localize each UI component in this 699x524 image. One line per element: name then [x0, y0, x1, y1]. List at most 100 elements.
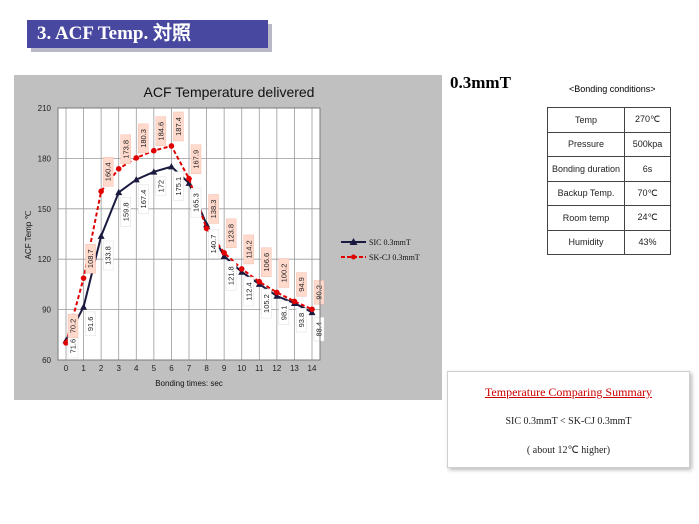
y-tick-label: 60	[42, 356, 51, 365]
summary-box: Temperature Comparing Summary SIC 0.3mmT…	[447, 371, 690, 468]
data-label-box-skcj	[120, 134, 131, 165]
data-point-skcj	[256, 278, 263, 285]
legend-marker-skcj	[351, 254, 356, 260]
data-label-sic: 167.4	[139, 190, 148, 209]
data-label-skcj: 167.9	[192, 150, 201, 169]
data-label-box-skcj	[208, 194, 219, 224]
condition-key: Backup Temp.	[547, 180, 625, 206]
x-tick-label: 3	[116, 364, 121, 373]
data-label-box-skcj	[67, 313, 79, 339]
data-point-sic	[167, 163, 175, 170]
data-point-skcj	[63, 340, 69, 346]
data-label-sic: 121.8	[227, 266, 236, 285]
data-label-skcj: 184.6	[156, 122, 165, 141]
x-axis-label: Bonding times: sec	[155, 379, 223, 388]
x-tick-label: 9	[222, 364, 227, 373]
legend-label-skcj: SK-CJ 0.3mmT	[369, 253, 420, 262]
data-label-skcj: 70.2	[69, 319, 78, 334]
data-label-sic: 91.6	[86, 317, 95, 332]
data-label-box-sic	[138, 184, 149, 214]
data-point-sic	[115, 188, 123, 196]
data-label-skcj: 114.2	[244, 240, 253, 258]
thickness-label: 0.3mmT	[450, 73, 511, 92]
summary-title: Temperature Comparing Summary	[484, 385, 653, 399]
summary-note: ( about 12℃ higher)	[526, 445, 611, 456]
chart-legend: SIC 0.3mmT SK-CJ 0.3mmT	[341, 238, 420, 262]
data-label-box-sic	[243, 276, 254, 307]
data-label-box-sic	[85, 311, 96, 336]
data-label-skcj: 160.4	[104, 162, 113, 181]
x-tick-label: 13	[290, 364, 299, 373]
table-row: Backup Temp. 70℃	[547, 180, 671, 206]
data-label-skcj: 108.7	[86, 249, 95, 268]
data-label-box-sic	[296, 308, 307, 333]
y-tick-label: 180	[38, 154, 52, 163]
legend-label-sic: SIC 0.3mmT	[369, 238, 411, 247]
data-label-box-sic	[120, 197, 131, 227]
x-tick-label: 11	[255, 364, 264, 373]
condition-value: 500kpa	[624, 131, 671, 157]
data-label-box-skcj	[313, 280, 325, 305]
slide-title: 3. ACF Temp. 対照	[27, 20, 268, 48]
y-axis-label: ACF Temp ℃	[24, 211, 33, 260]
data-label-box-skcj	[138, 123, 149, 154]
data-point-skcj	[186, 175, 192, 182]
data-point-skcj	[80, 275, 87, 281]
data-point-skcj	[309, 306, 315, 313]
data-point-skcj	[168, 143, 175, 149]
data-label-sic: 159.8	[121, 202, 130, 221]
data-label-sic: 165.3	[192, 193, 201, 212]
data-label-skcj: 180.3	[139, 129, 148, 148]
plot-border	[57, 107, 321, 361]
condition-value: 6s	[624, 156, 671, 182]
y-tick-label: 120	[38, 255, 52, 264]
data-label-box-skcj	[155, 116, 167, 146]
chart-panel: 71.6 91.6 133.8 159.8 167.4 172 175.1 165.3 140.…	[14, 75, 442, 400]
table-row: Bonding duration 6s	[547, 156, 671, 182]
x-tick-label: 6	[169, 364, 174, 373]
bonding-conditions-table: Temp 270℃ Pressure 500kpa Bonding durati…	[547, 107, 671, 255]
data-label-sic: 133.8	[104, 246, 113, 265]
y-tick-label: 210	[38, 104, 52, 113]
data-label-box-skcj	[278, 258, 290, 288]
condition-key: Pressure	[547, 131, 625, 157]
x-tick-label: 4	[134, 364, 139, 373]
data-point-sic	[150, 168, 158, 175]
data-point-skcj	[115, 166, 122, 172]
data-label-skcj: 187.4	[174, 117, 183, 136]
data-label-skcj: 90.2	[315, 285, 324, 300]
x-tick-label: 7	[187, 364, 192, 373]
data-label-box-skcj	[225, 218, 237, 249]
condition-value: 43%	[624, 229, 671, 255]
legend-marker-sic	[349, 238, 358, 245]
data-point-sic	[185, 179, 193, 186]
condition-value: 70℃	[624, 180, 671, 206]
data-label-box-sic	[190, 187, 202, 218]
data-label-box-skcj	[85, 243, 96, 274]
data-label-skcj: 100.2	[279, 264, 288, 283]
data-label-skcj: 138.3	[209, 200, 218, 219]
x-tick-label: 10	[237, 364, 246, 373]
data-point-sic	[97, 232, 105, 239]
data-label-box-skcj	[243, 234, 254, 265]
table-row: Room temp 24℃	[547, 205, 671, 231]
x-tick-label: 14	[308, 364, 317, 373]
data-label-sic: 105.2	[262, 294, 271, 313]
x-tick-label: 5	[152, 364, 157, 373]
data-label-sic: 88.4	[315, 322, 324, 337]
x-tick-label: 0	[64, 364, 69, 373]
condition-value: 270℃	[624, 107, 671, 133]
conditions-title: <Bonding conditions>	[569, 84, 656, 94]
condition-key: Humidity	[547, 229, 625, 255]
data-point-sic	[220, 252, 228, 259]
data-point-skcj	[151, 147, 157, 154]
data-label-box-skcj	[173, 111, 184, 142]
data-label-box-sic	[313, 317, 325, 342]
data-label-sic: 93.8	[297, 313, 306, 328]
data-label-box-skcj	[261, 247, 272, 277]
x-tick-label: 1	[81, 364, 86, 373]
data-point-skcj	[238, 266, 245, 272]
chart-title: ACF Temperature delivered	[144, 84, 315, 100]
data-label-box-sic	[173, 171, 184, 201]
condition-key: Room temp	[547, 205, 625, 231]
